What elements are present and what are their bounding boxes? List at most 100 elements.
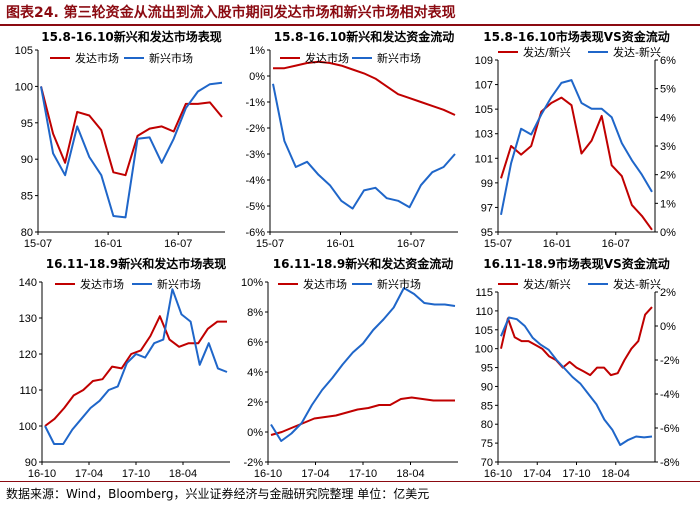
y-tick-label: 95: [481, 227, 493, 239]
series-line-2: [40, 81, 223, 219]
y-tick-label: 107: [475, 80, 493, 92]
y-tick-label: 95: [481, 363, 493, 375]
legend-label: 发达市场: [303, 277, 347, 291]
y-tick-label: -6%: [245, 227, 265, 239]
x-tick-label: 17-04: [301, 468, 329, 480]
y2-tick-label: 5%: [660, 84, 676, 96]
legend-label: 新兴市场: [149, 51, 193, 65]
series-line-2: [270, 287, 456, 442]
series-line-1: [273, 60, 456, 116]
chart-title: 15.8-16.10新兴和发达市场表现: [41, 29, 222, 44]
y-tick-label: 105: [475, 325, 493, 337]
legend-label: 发达-新兴: [613, 277, 661, 291]
y-tick-label: 85: [481, 400, 493, 412]
y-tick-label: -2%: [243, 457, 263, 469]
y-tick-label: 130: [19, 313, 37, 325]
y-tick-label: 115: [475, 287, 493, 299]
legend-label: 发达/新兴: [523, 45, 571, 59]
legend-label: 新兴市场: [157, 277, 201, 291]
y-tick-label: 109: [475, 55, 493, 67]
y-tick-label: 0%: [247, 427, 263, 439]
y2-tick-label: 6%: [660, 55, 676, 67]
y-tick-label: 100: [475, 344, 493, 356]
x-tick-label: 17-04: [75, 468, 103, 480]
y-tick-label: 90: [25, 457, 37, 469]
chart-title: 16.11-18.9新兴和发达市场表现: [46, 256, 227, 271]
series-line-2: [272, 83, 456, 210]
x-tick-label: 16-07: [164, 238, 192, 250]
x-tick-label: 18-04: [602, 468, 630, 480]
series-line-1: [44, 315, 227, 427]
series-line-1: [40, 86, 223, 177]
y-tick-label: 105: [15, 45, 33, 57]
chart-title: 16.11-18.9市场表现VS资金流动: [483, 256, 669, 271]
chart-3: 15.8-16.10市场表现VS资金流动 95 97 99 101 103 105 107 10…: [475, 29, 676, 250]
y-tick-label: 140: [19, 277, 37, 289]
y2-tick-label: 3%: [660, 141, 676, 153]
x-tick-label: 17-10: [562, 468, 590, 480]
y-tick-label: 110: [475, 306, 493, 318]
y-tick-label: 8%: [247, 307, 263, 319]
legend-label: 发达市场: [305, 51, 349, 65]
y-tick-label: 103: [475, 129, 493, 141]
chart-title: 16.11-18.9新兴和发达资金流动: [273, 256, 454, 271]
y-tick-label: 4%: [247, 367, 263, 379]
y-tick-label: 95: [21, 118, 33, 130]
bottom-rule: [0, 481, 700, 482]
legend-label: 发达市场: [80, 277, 124, 291]
y-tick-label: 2%: [247, 397, 263, 409]
y-tick-label: 80: [21, 227, 33, 239]
y-tick-label: 85: [21, 191, 33, 203]
y-tick-label: 70: [481, 457, 493, 469]
x-tick-label: 15-07: [256, 238, 284, 250]
x-tick-label: 17-04: [523, 468, 551, 480]
x-tick-label: 18-04: [396, 468, 424, 480]
x-tick-label: 18-04: [169, 468, 197, 480]
y-tick-label: 90: [481, 381, 493, 393]
y2-tick-label: 1%: [660, 198, 676, 210]
y-tick-label: -1%: [245, 97, 265, 109]
legend-label: 发达/新兴: [523, 277, 571, 291]
x-tick-label: 16-10: [28, 468, 56, 480]
figure-title: 图表24. 第三轮资金从流出到流入股市期间发达市场和新兴市场相对表现: [6, 5, 456, 21]
y2-tick-label: 4%: [660, 112, 676, 124]
y-tick-label: -2%: [245, 123, 265, 135]
y-tick-label: 99: [481, 178, 493, 190]
legend-label: 发达-新兴: [613, 45, 661, 59]
y2-tick-label: 2%: [660, 170, 676, 182]
y-tick-label: 110: [19, 385, 37, 397]
legend-label: 新兴市场: [377, 51, 421, 65]
x-tick-label: 16-10: [484, 468, 512, 480]
x-tick-label: 16-07: [602, 238, 630, 250]
y-tick-label: 75: [481, 438, 493, 450]
x-tick-label: 16-10: [254, 468, 282, 480]
y-tick-label: 101: [475, 153, 493, 165]
chart-2: 15.8-16.10新兴和发达资金流动 -6% -5% -4% -3% -2% -1% 0% 1…: [245, 29, 458, 250]
series-line-1: [500, 306, 653, 377]
y-tick-label: 90: [21, 154, 33, 166]
x-tick-label: 16-01: [543, 238, 571, 250]
title-rule: [0, 24, 700, 26]
x-tick-label: 17-10: [349, 468, 377, 480]
chart-6: 16.11-18.9市场表现VS资金流动 70 75 80 85 90 95 100 105 11…: [475, 256, 680, 480]
x-tick-label: 16-07: [397, 238, 425, 250]
y-tick-label: 97: [481, 202, 493, 214]
y-tick-label: 1%: [249, 45, 265, 57]
source-note: 数据来源：Wind，Bloomberg，兴业证券经济与金融研究院整理 单位：亿美…: [6, 487, 430, 501]
y2-tick-label: -4%: [660, 389, 680, 401]
series-line-1: [500, 96, 653, 231]
chart-1: 15.8-16.10新兴和发达市场表现 80 85 90 95 100 105 15-07 16…: [15, 29, 225, 250]
chart-4: 16.11-18.9新兴和发达市场表现 90 100 110 120 130 140 16-1…: [19, 256, 230, 480]
y-tick-label: 0%: [249, 71, 265, 83]
series-line-1: [270, 396, 455, 436]
y-tick-label: 100: [19, 421, 37, 433]
y2-tick-label: -6%: [660, 423, 680, 435]
y2-tick-label: 2%: [660, 287, 676, 299]
y-tick-label: -3%: [245, 149, 265, 161]
series-line-2: [44, 288, 228, 445]
y-tick-label: 10%: [241, 277, 263, 289]
y-tick-label: -5%: [245, 201, 265, 213]
y2-tick-label: -2%: [660, 355, 680, 367]
y2-tick-label: 0%: [660, 227, 676, 239]
